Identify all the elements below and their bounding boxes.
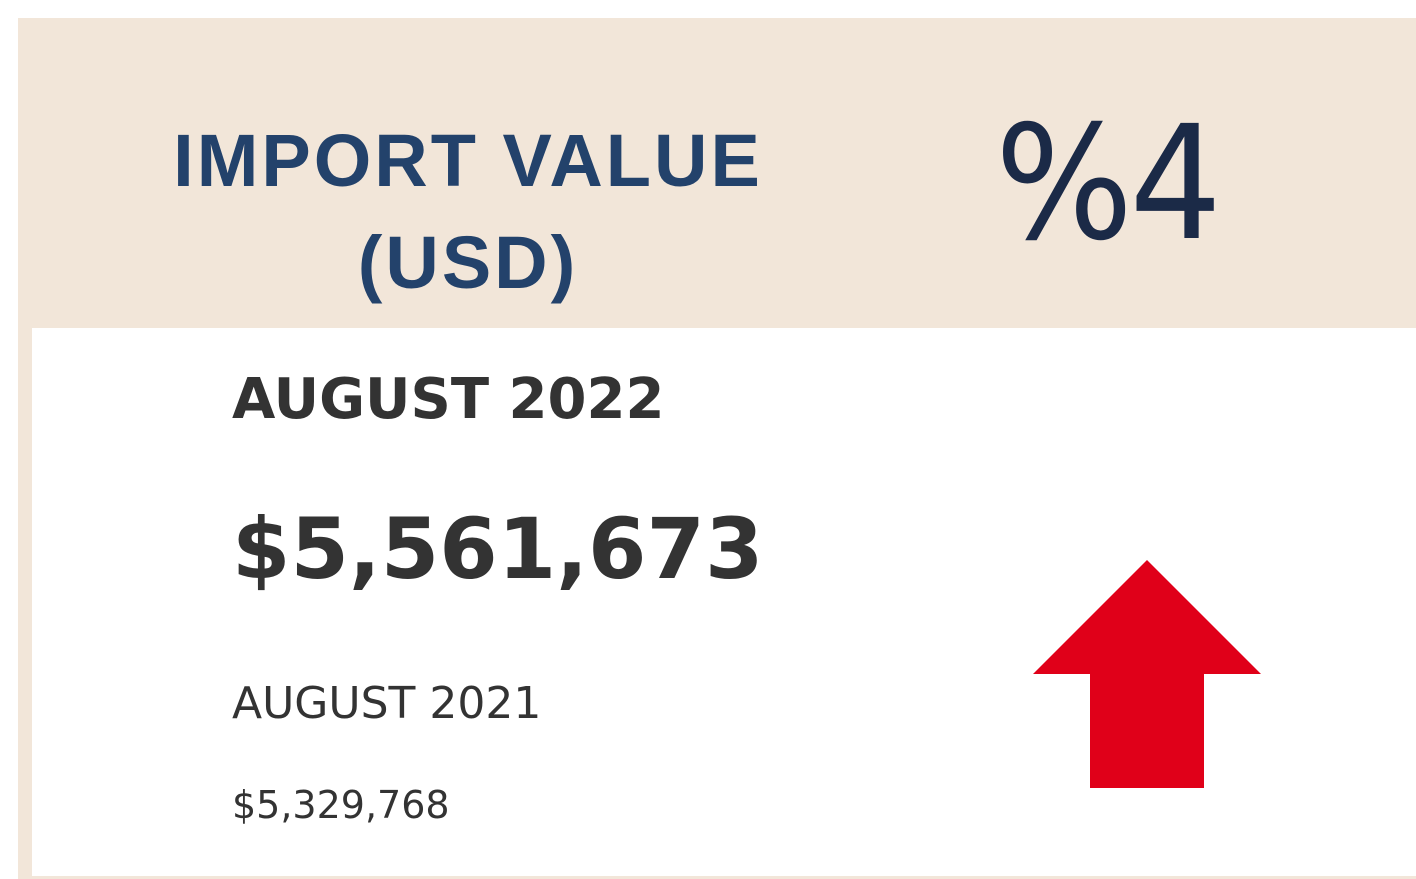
title: (USD)	[357, 221, 579, 304]
up-arrow	[1033, 560, 1261, 788]
left-border	[18, 328, 32, 879]
previous-value: $5,329,768	[232, 783, 450, 827]
bottom-border	[18, 876, 1416, 879]
current-value: $5,561,673	[232, 500, 764, 598]
previous-period: AUGUST 2021	[232, 678, 542, 729]
header-panel	[18, 18, 1416, 328]
change-value: %4	[995, 92, 1222, 276]
current-period: AUGUST 2022	[232, 367, 665, 432]
title: IMPORT VALUE	[173, 119, 763, 202]
